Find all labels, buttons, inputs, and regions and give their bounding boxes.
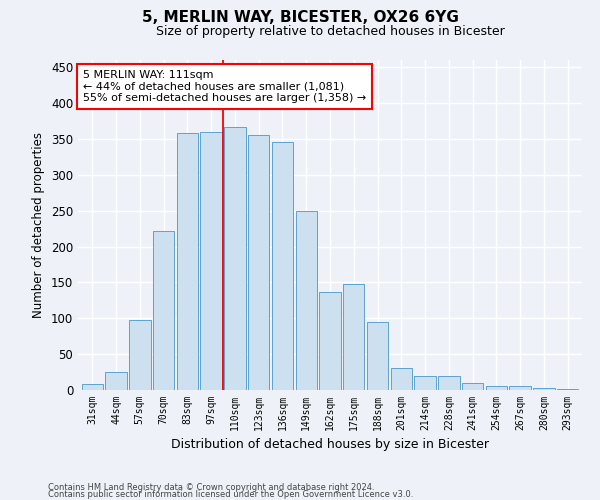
Bar xyxy=(391,368,412,390)
Bar xyxy=(200,132,222,390)
X-axis label: Distribution of detached houses by size in Bicester: Distribution of detached houses by size … xyxy=(171,438,489,452)
Bar xyxy=(319,292,341,390)
Bar xyxy=(415,376,436,390)
Bar xyxy=(129,320,151,390)
Bar xyxy=(153,230,174,390)
Bar xyxy=(224,126,245,390)
Bar xyxy=(343,284,364,390)
Text: 5, MERLIN WAY, BICESTER, OX26 6YG: 5, MERLIN WAY, BICESTER, OX26 6YG xyxy=(142,10,458,25)
Text: Contains public sector information licensed under the Open Government Licence v3: Contains public sector information licen… xyxy=(48,490,413,499)
Bar xyxy=(296,210,317,390)
Bar xyxy=(248,136,269,390)
Bar xyxy=(462,383,484,390)
Y-axis label: Number of detached properties: Number of detached properties xyxy=(32,132,46,318)
Title: Size of property relative to detached houses in Bicester: Size of property relative to detached ho… xyxy=(155,25,505,38)
Bar xyxy=(367,322,388,390)
Text: Contains HM Land Registry data © Crown copyright and database right 2024.: Contains HM Land Registry data © Crown c… xyxy=(48,484,374,492)
Bar xyxy=(533,388,554,390)
Bar xyxy=(557,388,578,390)
Bar xyxy=(509,386,531,390)
Text: 5 MERLIN WAY: 111sqm
← 44% of detached houses are smaller (1,081)
55% of semi-de: 5 MERLIN WAY: 111sqm ← 44% of detached h… xyxy=(83,70,366,103)
Bar xyxy=(438,376,460,390)
Bar xyxy=(486,386,507,390)
Bar xyxy=(272,142,293,390)
Bar xyxy=(82,384,103,390)
Bar xyxy=(106,372,127,390)
Bar xyxy=(176,133,198,390)
